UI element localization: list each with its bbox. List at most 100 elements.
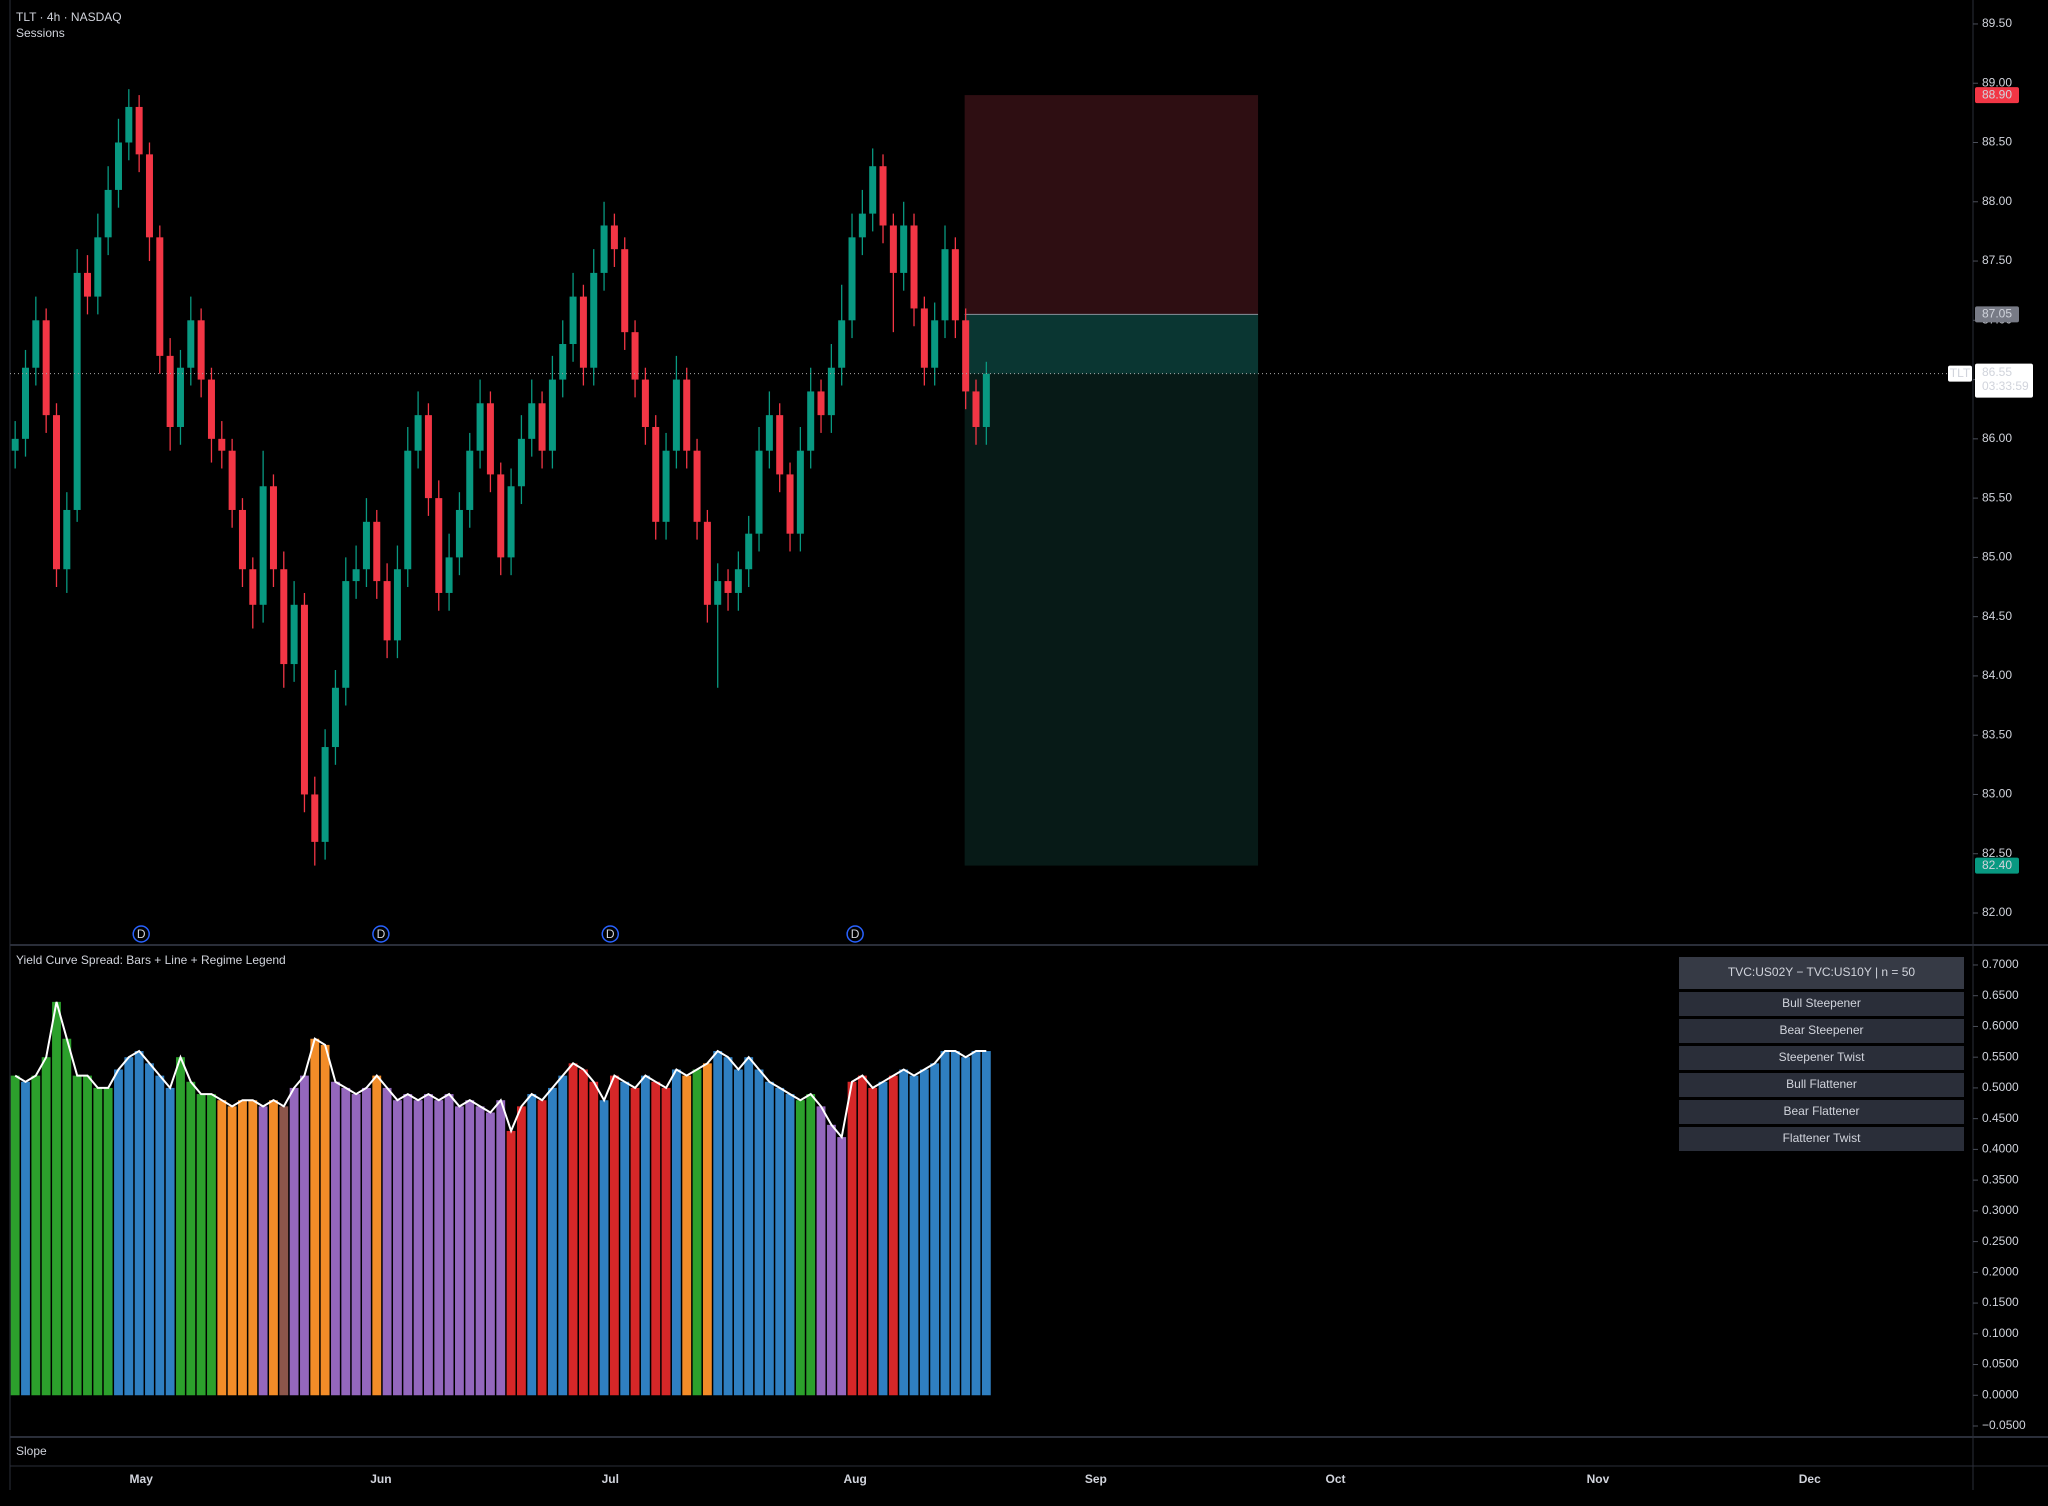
- spread-bar: [310, 1038, 320, 1396]
- candle-body: [187, 320, 195, 368]
- spread-bar: [320, 1044, 330, 1396]
- candle-body: [94, 237, 102, 297]
- y-tick-label: 0.4500: [1982, 1111, 2019, 1125]
- spread-bar: [971, 1051, 981, 1396]
- candle-body: [228, 450, 236, 510]
- spread-bar: [279, 1106, 289, 1396]
- y-tick-label: 85.50: [1982, 490, 2012, 504]
- spread-bar: [537, 1100, 547, 1396]
- candle-body: [218, 438, 226, 451]
- dividend-marker: [846, 925, 864, 943]
- dividend-label: D: [377, 927, 386, 941]
- spread-bar: [217, 1100, 227, 1396]
- candle-body: [63, 509, 71, 570]
- y-tick-label: 0.0500: [1982, 1357, 2019, 1371]
- y-tick-label: 0.2000: [1982, 1264, 2019, 1278]
- candle-body: [683, 379, 691, 451]
- candle-body: [373, 521, 381, 582]
- spread-bar: [826, 1124, 836, 1396]
- dividend-label: D: [851, 927, 860, 941]
- y-tick-label: 84.50: [1982, 609, 2012, 623]
- candle-body: [393, 569, 401, 641]
- candle-body: [538, 403, 546, 451]
- legend-item: Bull Flattener: [1786, 1077, 1857, 1091]
- candle-body: [600, 225, 608, 273]
- candle-body: [455, 509, 463, 558]
- spread-bar: [713, 1051, 723, 1396]
- spread-bar: [248, 1100, 258, 1396]
- spread-bar: [393, 1100, 402, 1396]
- candle-body: [745, 533, 753, 570]
- candle-body: [796, 450, 804, 534]
- spread-bar: [950, 1051, 960, 1396]
- spread-bar: [609, 1075, 619, 1396]
- spread-bar: [837, 1137, 847, 1396]
- spread-bar: [795, 1100, 805, 1396]
- spread-bar: [816, 1106, 826, 1396]
- candle-body: [145, 154, 153, 238]
- candle-body: [156, 237, 164, 356]
- candle-body: [135, 106, 143, 155]
- candle-body: [982, 373, 990, 427]
- spread-bar: [341, 1087, 351, 1396]
- candle-body: [703, 521, 711, 605]
- y-tick-label: 0.5500: [1982, 1049, 2019, 1063]
- target-zone: [964, 314, 1259, 866]
- spread-bar: [733, 1069, 743, 1396]
- spread-bar: [165, 1087, 175, 1396]
- candle-body: [807, 391, 815, 451]
- candle-body: [848, 237, 856, 321]
- spread-bar: [702, 1063, 712, 1396]
- candle-body: [414, 415, 422, 451]
- candle-body: [941, 249, 949, 321]
- symbol-title: TLT · 4h · NASDAQ: [16, 10, 122, 24]
- candle-body: [724, 581, 732, 593]
- spread-bar: [981, 1051, 991, 1396]
- candle-body: [517, 438, 525, 487]
- spread-bar: [516, 1106, 526, 1396]
- candle-body: [104, 189, 112, 238]
- candle-body: [879, 166, 887, 226]
- spread-bar: [599, 1100, 609, 1396]
- spread-bar: [434, 1100, 444, 1396]
- legend-item: Steepener Twist: [1779, 1050, 1865, 1064]
- spread-bar: [331, 1081, 340, 1396]
- candle-body: [207, 379, 215, 439]
- spread-bar: [403, 1094, 413, 1396]
- spread-bar: [661, 1087, 671, 1396]
- candle-body: [466, 450, 474, 510]
- candle-body: [197, 320, 205, 380]
- candle-body: [827, 367, 835, 416]
- candle-body: [259, 486, 267, 605]
- candle-body: [786, 474, 794, 534]
- candle-body: [280, 569, 288, 665]
- spread-bar: [888, 1075, 898, 1396]
- y-tick-label: 83.00: [1982, 787, 2012, 801]
- spread-bar: [52, 1001, 61, 1396]
- spread-bar: [31, 1075, 41, 1396]
- price-tag: [1975, 306, 2019, 323]
- spread-bar: [413, 1100, 423, 1396]
- spread-bar: [806, 1094, 816, 1396]
- candle-body: [548, 379, 556, 451]
- spread-bar: [186, 1081, 196, 1396]
- candle-body: [962, 320, 970, 392]
- symbol-tag: [1948, 365, 1972, 382]
- candle-body: [507, 486, 515, 558]
- x-tick-label: Aug: [843, 1472, 866, 1486]
- legend-header: TVC:US02Y − TVC:US10Y | n = 50: [1728, 965, 1916, 979]
- legend-row-bg: [1679, 1127, 1964, 1151]
- candle-body: [166, 355, 174, 427]
- candle-body: [125, 106, 133, 143]
- legend-item: Bear Flattener: [1783, 1104, 1859, 1118]
- spread-bar: [145, 1063, 154, 1396]
- spread-bar: [238, 1100, 247, 1396]
- legend-row-bg: [1679, 1073, 1964, 1097]
- candle-body: [889, 225, 897, 273]
- spread-bar: [62, 1038, 72, 1396]
- spread-bar: [692, 1069, 702, 1396]
- legend-header-bg: [1679, 957, 1964, 989]
- spread-bar: [258, 1106, 268, 1396]
- dividend-label: D: [606, 927, 615, 941]
